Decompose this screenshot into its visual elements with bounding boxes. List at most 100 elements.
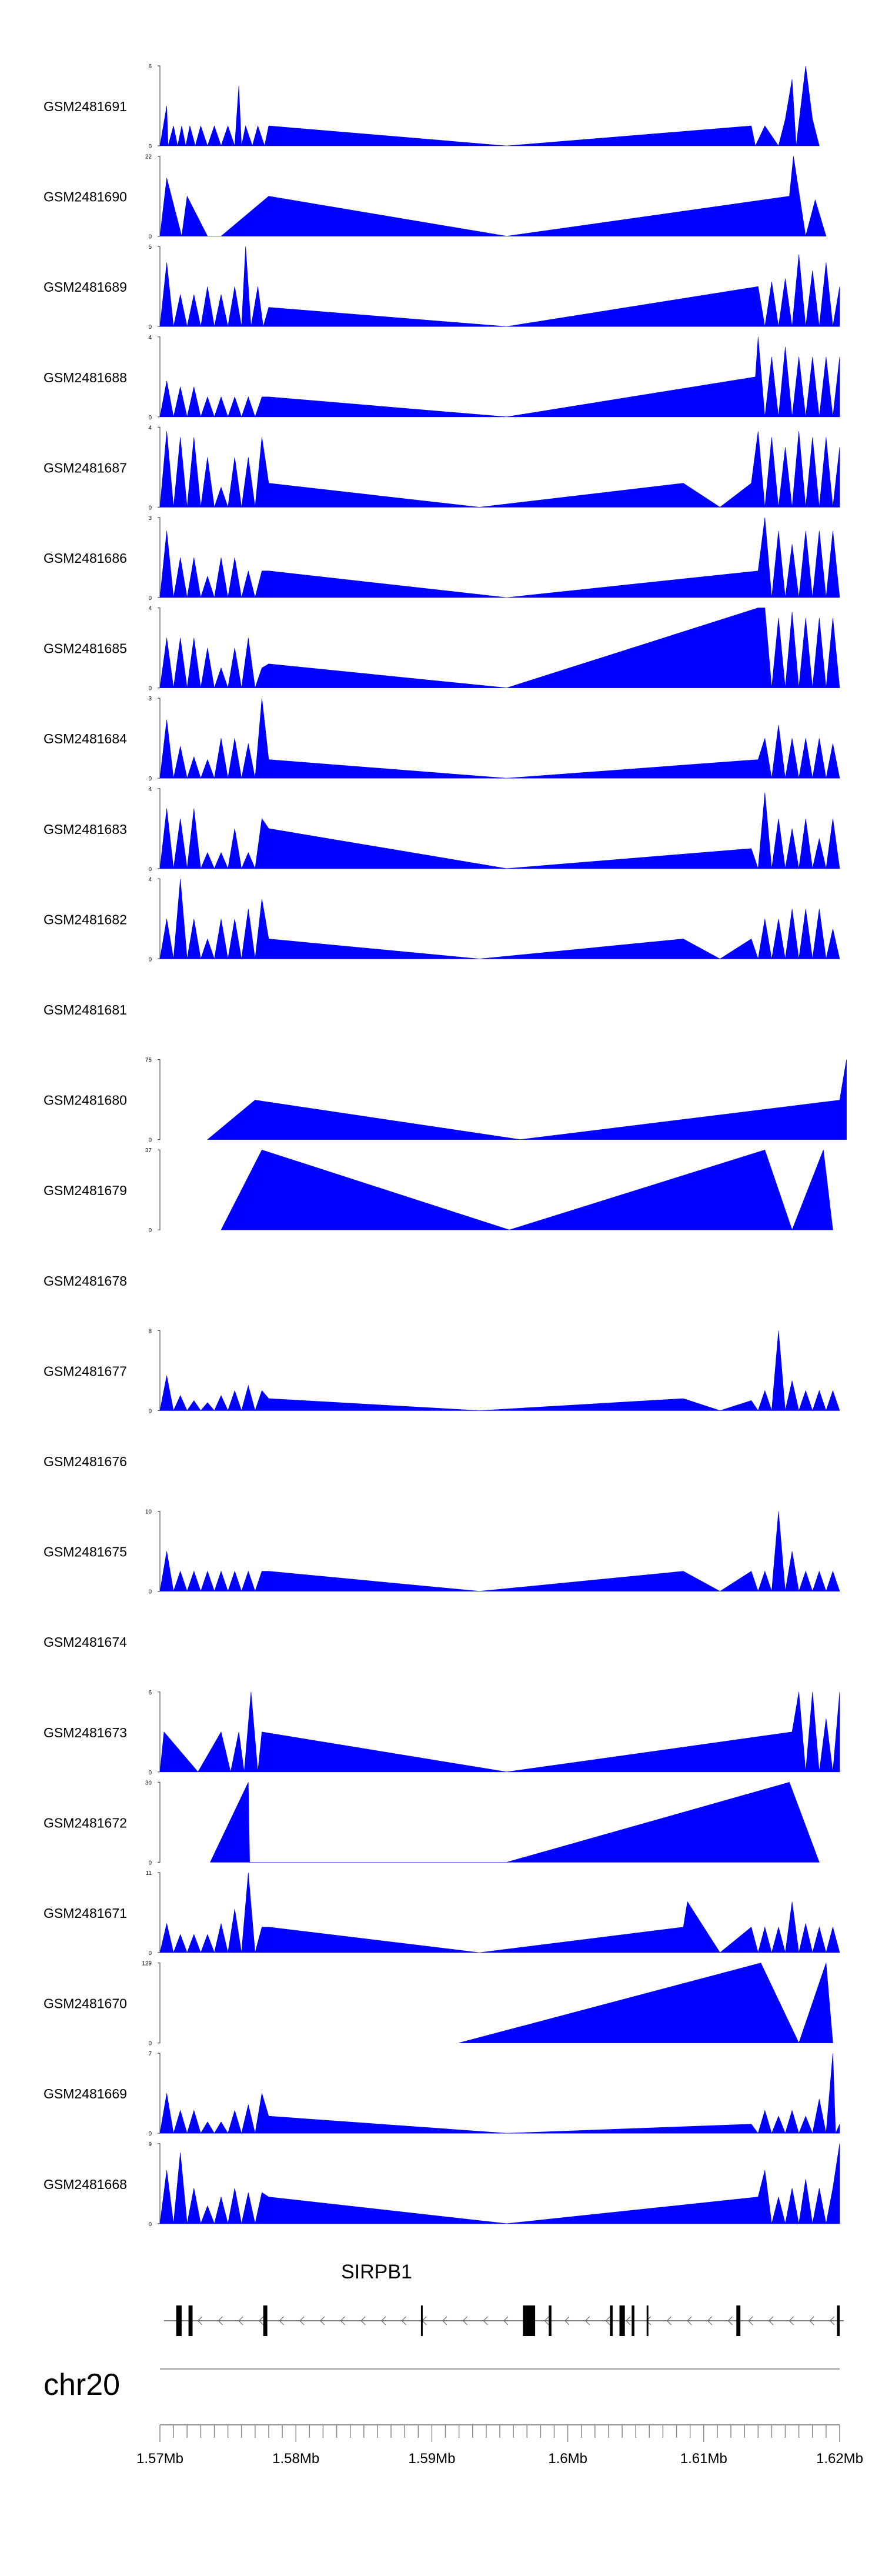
y-min-label: 0 (148, 1770, 152, 1776)
track-GSM2481674: GSM2481674 (44, 1634, 127, 1650)
track-GSM2481685: GSM2481685 4 0 (44, 606, 840, 692)
genome-scale-ticks: 1.57Mb 1.58Mb 1.59Mb 1.6Mb 1.61Mb 1.62Mb (136, 2425, 863, 2467)
track-GSM2481687: GSM2481687 4 0 (44, 425, 840, 511)
y-max-label: 22 (145, 154, 152, 161)
series-label: GSM2481691 (44, 99, 127, 114)
y-axis (158, 1149, 161, 1230)
coverage-area (159, 517, 840, 598)
track-GSM2481679: GSM2481679 37 0 (44, 1147, 833, 1234)
strand-arrow (258, 2316, 264, 2325)
series-label: GSM2481681 (44, 1002, 127, 1017)
coverage-area (159, 698, 840, 779)
y-min-label: 0 (148, 1860, 152, 1866)
exon-block (188, 2305, 193, 2336)
y-axis (158, 788, 161, 869)
y-max-label: 7 (148, 2051, 152, 2057)
strand-arrow (279, 2316, 284, 2325)
y-min-label: 0 (148, 144, 152, 150)
exon-block (549, 2305, 552, 2336)
x-tick-label: 1.6Mb (548, 2451, 587, 2467)
coverage-area (159, 336, 840, 418)
series-label: GSM2481683 (44, 822, 127, 837)
track-GSM2481668: GSM2481668 9 0 (44, 2141, 840, 2228)
y-max-label: 10 (145, 1509, 152, 1516)
track-GSM2481682: GSM2481682 4 0 (44, 876, 840, 963)
y-axis (158, 1963, 161, 2044)
exon-block (736, 2305, 741, 2336)
y-min-label: 0 (148, 1137, 152, 1144)
y-min-label: 0 (148, 776, 152, 782)
y-axis (158, 65, 161, 146)
strand-arrow (401, 2316, 406, 2325)
y-max-label: 75 (145, 1057, 152, 1064)
strand-arrow (483, 2316, 488, 2325)
strand-arrow (218, 2316, 223, 2325)
strand-arrow (319, 2316, 325, 2325)
strand-arrow (462, 2316, 468, 2325)
coverage-area (207, 1059, 847, 1140)
track-GSM2481684: GSM2481684 3 0 (44, 696, 840, 782)
y-min-label: 0 (148, 415, 152, 421)
series-label: GSM2481673 (44, 1725, 127, 1740)
y-axis (158, 1781, 161, 1863)
track-GSM2481680: GSM2481680 75 0 (44, 1057, 847, 1144)
strand-arrow (789, 2316, 794, 2325)
y-max-label: 6 (148, 1690, 152, 1696)
y-axis (158, 517, 161, 598)
x-tick-label: 1.61Mb (680, 2451, 727, 2467)
series-label: GSM2481679 (44, 1183, 127, 1198)
exon-block (646, 2305, 649, 2336)
gene-model (163, 2305, 844, 2336)
chromosome-label: chr20 (44, 2368, 120, 2402)
y-min-label: 0 (148, 595, 152, 602)
series-label: GSM2481689 (44, 279, 127, 295)
strand-arrow (707, 2316, 713, 2325)
strand-arrow (768, 2316, 774, 2325)
y-max-label: 3 (148, 515, 152, 522)
track-GSM2481677: GSM2481677 8 0 (44, 1328, 840, 1414)
series-label: GSM2481677 (44, 1363, 127, 1379)
exon-block (263, 2305, 268, 2336)
x-tick-label: 1.62Mb (816, 2451, 863, 2467)
exon-block (632, 2305, 634, 2336)
coverage-area (159, 1511, 840, 1592)
coverage-area (159, 2053, 840, 2134)
y-max-label: 4 (148, 876, 152, 883)
strand-arrow (360, 2316, 366, 2325)
track-GSM2481688: GSM2481688 4 0 (44, 335, 840, 421)
strand-arrow (340, 2316, 345, 2325)
coverage-area (159, 1691, 840, 1773)
y-max-label: 4 (148, 786, 152, 793)
gene-track: SIRPB1 (163, 2261, 844, 2336)
y-min-label: 0 (148, 1408, 152, 1414)
track-GSM2481671: GSM2481671 11 0 (44, 1870, 840, 1957)
series-label: GSM2481685 (44, 641, 127, 656)
y-max-label: 8 (148, 1328, 152, 1334)
track-GSM2481686: GSM2481686 3 0 (44, 515, 840, 602)
strand-arrow (727, 2316, 733, 2325)
strand-arrow (809, 2316, 814, 2325)
coverage-area (159, 879, 840, 959)
track-GSM2481672: GSM2481672 30 0 (44, 1780, 820, 1866)
coverage-area (159, 608, 840, 688)
y-axis (158, 246, 161, 327)
track-GSM2481690: GSM2481690 22 0 (44, 154, 827, 241)
y-min-label: 0 (148, 686, 152, 692)
coverage-area (159, 792, 840, 869)
strand-arrow (544, 2316, 549, 2325)
strand-arrow (748, 2316, 753, 2325)
series-label: GSM2481688 (44, 370, 127, 385)
strand-arrow (605, 2316, 610, 2325)
strand-arrow (584, 2316, 590, 2325)
series-label: GSM2481671 (44, 1906, 127, 1921)
exon-block (523, 2305, 536, 2336)
series-label: GSM2481687 (44, 460, 127, 475)
y-axis (158, 608, 161, 689)
series-label: GSM2481682 (44, 912, 127, 927)
track-GSM2481681: GSM2481681 (44, 1002, 127, 1017)
y-min-label: 0 (148, 324, 152, 331)
coverage-area (459, 1963, 833, 2044)
y-min-label: 0 (148, 866, 152, 873)
exon-block (176, 2305, 182, 2336)
y-axis (158, 1691, 161, 1773)
